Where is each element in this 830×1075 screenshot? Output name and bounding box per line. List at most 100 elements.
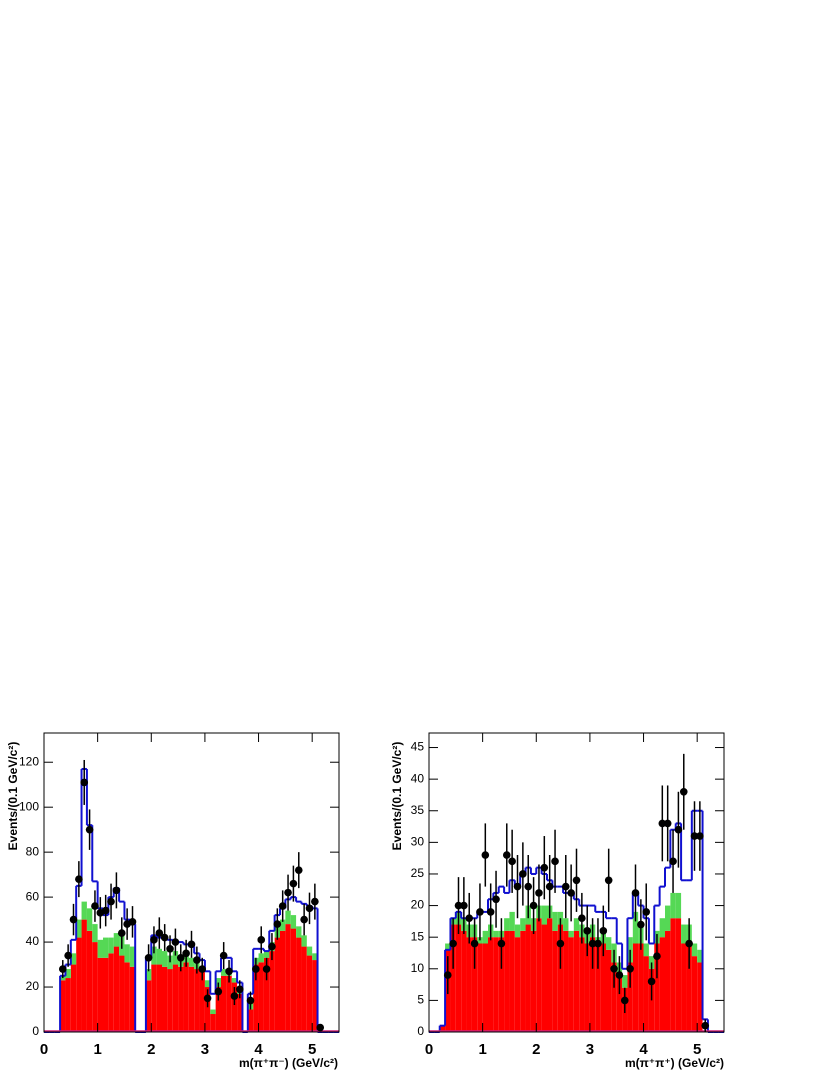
bar-segment	[643, 956, 649, 1032]
bar-segment	[445, 943, 451, 950]
bar-segment	[172, 951, 179, 965]
data-point	[594, 939, 602, 948]
data-point	[513, 882, 522, 891]
bar-segment	[536, 918, 542, 1032]
bar-segment	[258, 962, 264, 1032]
data-point	[690, 832, 699, 840]
bar-segment	[627, 962, 633, 1032]
bar-segment	[568, 930, 574, 938]
bar-segment	[86, 930, 93, 1032]
bar-segment	[654, 943, 660, 1032]
data-point	[225, 967, 233, 976]
data-point	[166, 945, 174, 953]
data-point	[647, 977, 656, 986]
data-point	[658, 819, 667, 828]
data-point	[128, 918, 137, 926]
x-tick-label: 1	[478, 1041, 486, 1058]
bar-segment	[493, 937, 499, 1032]
data-point	[572, 876, 581, 885]
bar-segment	[97, 939, 103, 958]
y-axis-title: Events/(0.1 GeV/c²)	[390, 742, 404, 851]
data-point	[465, 914, 474, 923]
bar-segment	[124, 962, 130, 1032]
bar-segment	[237, 993, 243, 1032]
data-point	[171, 938, 180, 946]
data-point	[252, 965, 260, 973]
bar-segment	[643, 943, 649, 957]
bar-segment	[285, 924, 291, 1032]
bar-segment	[119, 955, 125, 1032]
data-point	[497, 939, 506, 948]
bar-segment	[199, 971, 205, 1032]
bar-segment	[65, 969, 71, 979]
y-tick-label: 40	[26, 934, 40, 948]
data-point	[246, 996, 255, 1005]
data-point	[107, 897, 115, 906]
data-point	[556, 939, 565, 948]
bar-segment	[92, 942, 98, 1032]
data-point	[268, 942, 276, 951]
bar-segment	[514, 924, 521, 938]
bar-segment	[151, 964, 157, 1032]
bar-segment	[541, 924, 547, 1032]
bar-segment	[204, 980, 211, 988]
bar-segment	[204, 987, 211, 1032]
data-point	[653, 952, 661, 960]
bar-segment	[162, 951, 168, 967]
bar-segment	[552, 930, 558, 1032]
data-point	[508, 857, 516, 866]
bar-segment	[290, 915, 297, 929]
data-point	[182, 949, 190, 958]
bar-segment	[573, 930, 580, 1032]
bar-segment	[498, 937, 505, 1032]
bar-segment	[221, 975, 227, 1032]
bar-segment	[675, 892, 682, 919]
bar-segment	[697, 949, 703, 963]
bar-segment	[70, 964, 77, 1032]
bar-segment	[520, 930, 526, 1032]
data-point	[460, 901, 468, 910]
bar-segment	[103, 957, 109, 1032]
y-tick-label: 20	[411, 898, 425, 912]
bar-segment	[86, 908, 93, 931]
data-point	[631, 889, 640, 897]
data-point	[486, 908, 495, 916]
y-tick-label: 120	[19, 754, 39, 768]
x-tick-label: 5	[693, 1041, 701, 1058]
bar-segment	[178, 966, 184, 1032]
data-point	[685, 939, 693, 948]
x-tick-label: 0	[425, 1041, 433, 1058]
data-point	[637, 920, 645, 929]
bar-segment	[547, 918, 553, 1032]
bar-segment	[471, 937, 478, 1032]
data-point	[85, 825, 94, 834]
bar-segment	[584, 943, 590, 1032]
bar-segment	[514, 937, 521, 1032]
data-point	[615, 971, 624, 979]
data-point	[529, 901, 538, 910]
data-point	[176, 954, 185, 962]
x-axis-title: m(π⁺π⁺) (GeV/c²)	[625, 1056, 724, 1070]
bar-segment	[670, 918, 676, 1032]
y-tick-label: 0	[32, 1024, 39, 1038]
bar-segment	[194, 969, 200, 1032]
y-tick-label: 40	[411, 771, 425, 785]
bar-segment	[231, 978, 238, 983]
data-point	[604, 876, 613, 885]
bar-segment	[221, 969, 227, 976]
bar-segment	[477, 943, 483, 1032]
bar-segment	[296, 937, 302, 1032]
data-point	[674, 825, 683, 834]
bar-segment	[188, 966, 195, 1032]
data-point	[214, 987, 223, 996]
bar-segment	[312, 960, 318, 1032]
data-point	[284, 888, 292, 897]
plot: 0 1 2 3 4 5 0 20 40 60 80 100 120	[19, 732, 340, 1058]
bar-segment	[108, 953, 114, 1032]
bar-segment	[290, 928, 297, 1032]
bar-segment	[568, 937, 574, 1032]
data-point	[64, 951, 72, 960]
x-tick-label: 4	[639, 1041, 648, 1058]
bar-segment	[92, 924, 98, 943]
bar-segment	[76, 919, 82, 938]
